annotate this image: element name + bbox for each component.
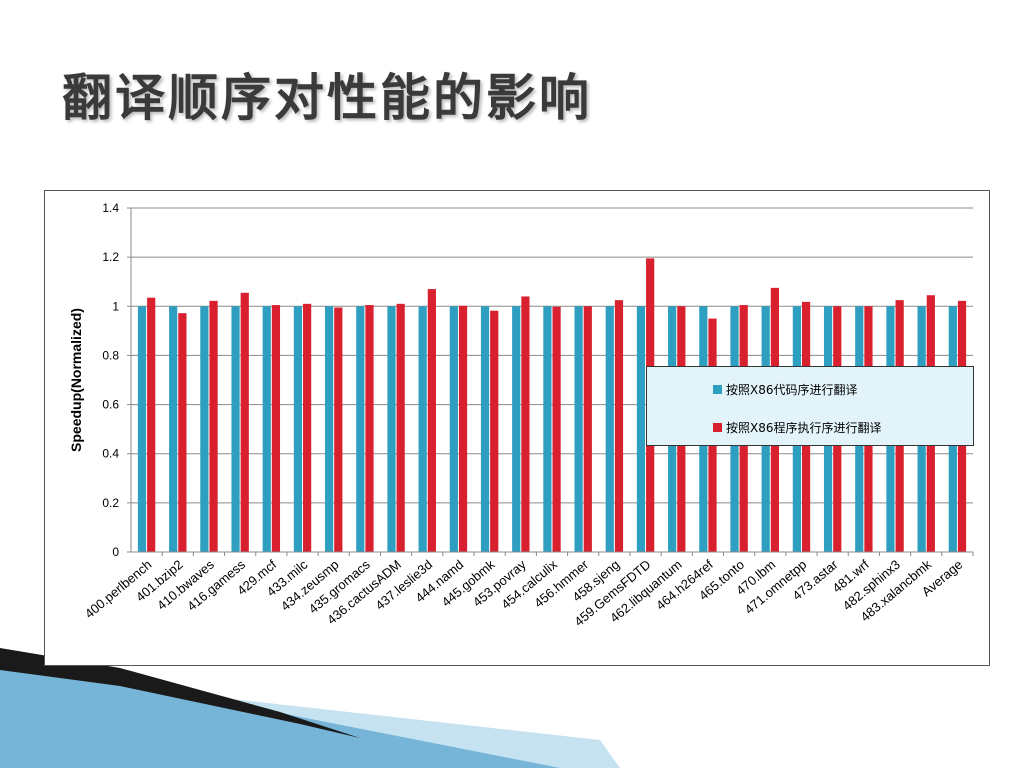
swoosh-light xyxy=(0,660,620,768)
bar-series1-1 xyxy=(169,306,178,552)
ytick-label-4: 0.8 xyxy=(102,348,119,362)
bar-series2-10 xyxy=(458,305,468,552)
ytick-label-2: 0.4 xyxy=(102,447,119,461)
bar-series2-4 xyxy=(271,305,281,552)
ytick-label-0: 0 xyxy=(112,545,119,559)
bar-series2-6 xyxy=(334,307,343,552)
ytick-label-5: 1 xyxy=(112,299,119,313)
bar-series1-8 xyxy=(387,306,396,552)
bar-series2-0 xyxy=(147,297,156,552)
bar-series2-14 xyxy=(583,306,592,552)
legend-item-series1: 按照X86代码序进行翻译 xyxy=(713,381,858,398)
bar-series1-10 xyxy=(449,306,458,552)
legend-item-series2: 按照X86程序执行序进行翻译 xyxy=(713,419,882,436)
bar-series2-2 xyxy=(209,300,218,552)
legend-swatch-series2 xyxy=(713,423,722,432)
chart-legend: 按照X86代码序进行翻译 按照X86程序执行序进行翻译 xyxy=(646,366,974,446)
bar-series2-5 xyxy=(303,303,312,552)
ytick-label-6: 1.2 xyxy=(102,250,119,264)
bar-series1-2 xyxy=(200,306,209,552)
bar-series2-12 xyxy=(521,296,530,552)
legend-label-series2: 按照X86程序执行序进行翻译 xyxy=(726,421,882,435)
bar-series1-15 xyxy=(605,306,614,552)
legend-swatch-series1 xyxy=(713,385,722,394)
bar-series1-12 xyxy=(512,306,521,552)
bar-series1-6 xyxy=(325,306,334,552)
bar-series1-3 xyxy=(231,306,240,552)
bar-series2-13 xyxy=(552,306,561,552)
bar-series2-9 xyxy=(427,289,436,552)
ytick-label-1: 0.2 xyxy=(102,496,119,510)
ytick-label-3: 0.6 xyxy=(102,398,119,412)
bar-series1-11 xyxy=(480,306,490,552)
slide-title: 翻译顺序对性能的影响 xyxy=(62,69,592,127)
bar-series1-5 xyxy=(293,306,303,552)
bar-series1-4 xyxy=(262,306,271,552)
ytick-label-7: 1.4 xyxy=(102,201,119,215)
bar-series2-1 xyxy=(178,313,187,552)
bar-series1-16 xyxy=(636,306,646,552)
bar-series2-7 xyxy=(365,305,374,552)
bar-series2-3 xyxy=(240,292,249,552)
bar-series2-11 xyxy=(490,310,499,552)
bar-series2-8 xyxy=(396,303,405,552)
y-axis-title: Speedup(Normalized) xyxy=(68,308,84,452)
bar-series1-9 xyxy=(418,306,427,552)
bar-series2-15 xyxy=(614,300,624,552)
swoosh-dark xyxy=(0,648,360,738)
bar-series1-7 xyxy=(356,306,365,552)
bar-series1-0 xyxy=(137,306,147,552)
legend-label-series1: 按照X86代码序进行翻译 xyxy=(726,383,858,397)
bar-series1-13 xyxy=(543,306,552,552)
bar-series1-14 xyxy=(574,306,583,552)
